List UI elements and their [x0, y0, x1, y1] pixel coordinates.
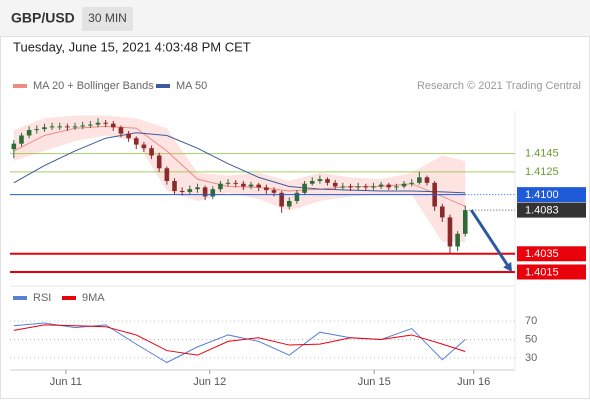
candle-body	[279, 192, 284, 207]
candle-body	[386, 184, 392, 188]
legend-swatch	[156, 84, 170, 88]
legend-swatch	[62, 296, 76, 300]
candle-body	[363, 186, 369, 188]
chart-frame	[0, 36, 590, 399]
legend-label: MA 50	[176, 80, 207, 92]
legend-swatch	[13, 296, 27, 300]
candle-body	[264, 187, 269, 191]
candle-body	[424, 177, 430, 183]
candle-body	[355, 186, 361, 188]
candle-body	[26, 130, 32, 136]
candle-body	[34, 129, 40, 131]
candle-body	[248, 184, 254, 187]
candle-body	[455, 233, 460, 247]
candle-body	[210, 189, 216, 197]
x-tick-label: Jun 11	[50, 376, 82, 388]
level-label: 1.4100	[525, 189, 559, 201]
rsi-tick-label: 70	[525, 315, 537, 327]
rsi-tick-label: 50	[525, 333, 537, 345]
candle-body	[325, 179, 330, 183]
candle-body	[371, 186, 376, 188]
rsi-tick-label: 30	[525, 352, 537, 364]
candle-body	[103, 122, 108, 124]
candle-body	[11, 143, 17, 150]
candle-body	[417, 177, 422, 183]
candle-body	[172, 180, 177, 191]
candle-body	[65, 126, 70, 128]
candle-body	[317, 179, 323, 181]
candle-body	[462, 210, 468, 234]
subtitle: Tuesday, June 15, 2021 4:03:48 PM CET	[13, 39, 251, 54]
candle-body	[149, 148, 154, 156]
x-tick-label: Jun 15	[358, 376, 391, 388]
candle-body	[440, 206, 445, 218]
credit: Research © 2021 Trading Central	[417, 80, 581, 92]
candle-body	[202, 187, 208, 197]
rsi-line	[13, 324, 466, 356]
candle-body	[340, 186, 346, 188]
candle-body	[49, 126, 55, 128]
candle-body	[294, 192, 300, 202]
candle-body	[332, 182, 338, 187]
candle-body	[80, 125, 85, 127]
candle-body	[141, 144, 147, 149]
candle-body	[95, 122, 101, 125]
candle-body	[42, 127, 47, 130]
candle-body	[409, 182, 414, 184]
candle-body	[19, 135, 24, 144]
forecast-arrow-head	[503, 262, 512, 272]
candle-body	[271, 190, 277, 193]
candle-body	[118, 127, 124, 134]
legend-label: MA 20 + Bollinger Bands	[33, 80, 154, 92]
level-label: 1.4145	[525, 148, 559, 160]
candle-body	[241, 183, 246, 187]
candle-body	[126, 133, 131, 139]
candle-body	[378, 184, 384, 187]
candle-body	[348, 186, 353, 188]
forecast-arrow	[470, 209, 510, 268]
candle-body	[179, 190, 185, 192]
candle-body	[233, 182, 239, 184]
candle-body	[218, 183, 223, 190]
level-label: 1.4125	[525, 166, 559, 178]
candle-body	[187, 189, 193, 192]
candle-body	[401, 183, 407, 187]
candle-body	[286, 201, 292, 207]
candle-body	[156, 155, 162, 169]
legend-label: RSI	[33, 292, 51, 304]
candle-body	[256, 184, 261, 188]
x-tick-label: Jun 12	[193, 376, 226, 388]
level-label: 1.4083	[525, 205, 559, 217]
candle-body	[225, 182, 231, 184]
level-box	[517, 187, 586, 203]
candle-body	[57, 126, 63, 128]
level-box	[517, 246, 586, 262]
candle-body	[72, 126, 78, 128]
candle-body	[394, 186, 399, 188]
candle-body	[164, 168, 170, 181]
bollinger-band	[13, 115, 466, 242]
legend-label: 9MA	[82, 292, 105, 304]
chart-title: GBP/USD	[11, 10, 75, 26]
legend-swatch	[13, 84, 27, 88]
candle-body	[133, 138, 139, 145]
x-tick-label: Jun 16	[457, 376, 490, 388]
candle-body	[111, 123, 116, 128]
candle-body	[195, 187, 200, 190]
moving-average	[13, 132, 466, 194]
level-label: 1.4035	[525, 248, 559, 260]
candle-body	[302, 183, 307, 193]
timeframe: 30 MIN	[88, 11, 127, 25]
candle-body	[88, 124, 93, 126]
candle-body	[309, 180, 315, 184]
level-box	[517, 264, 586, 280]
candle-body	[447, 217, 453, 247]
level-label: 1.4015	[525, 266, 559, 278]
level-box	[517, 202, 586, 218]
timeframe-badge	[82, 7, 133, 31]
